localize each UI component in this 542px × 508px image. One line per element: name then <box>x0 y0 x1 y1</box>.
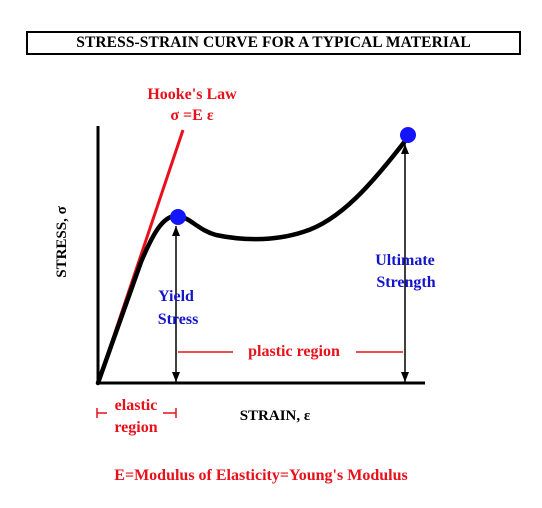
plastic-region-label: plastic region <box>248 343 340 360</box>
y-axis-label: STRESS, σ <box>54 205 70 277</box>
stress-strain-curve <box>95 133 412 386</box>
yield-arrow-up <box>172 226 180 236</box>
yield-label-line2: Stress <box>158 311 199 328</box>
yield-point-marker <box>170 209 186 225</box>
hookes-law-label: Hooke's Law <box>147 86 237 103</box>
ultimate-label-line2: Strength <box>376 274 435 291</box>
diagram-title-text: STRESS-STRAIN CURVE FOR A TYPICAL MATERI… <box>76 34 471 51</box>
ultimate-label-line1: Ultimate <box>375 252 435 269</box>
ultimate-point-marker <box>400 127 416 143</box>
x-axis-label: STRAIN, ε <box>240 408 311 424</box>
ultimate-arrow-down <box>401 372 409 382</box>
yield-label-line1: Yield <box>158 288 194 305</box>
hookes-law-equation: σ =E ε <box>170 107 213 124</box>
yield-arrow-down <box>172 372 180 382</box>
ultimate-arrow-up <box>401 144 409 154</box>
footer-definition: E=Modulus of Elasticity=Young's Modulus <box>114 467 407 484</box>
elastic-region-label-line1: elastic <box>115 397 158 414</box>
elastic-region-label-line2: region <box>114 419 157 436</box>
diagram-title: STRESS-STRAIN CURVE FOR A TYPICAL MATERI… <box>26 31 521 55</box>
